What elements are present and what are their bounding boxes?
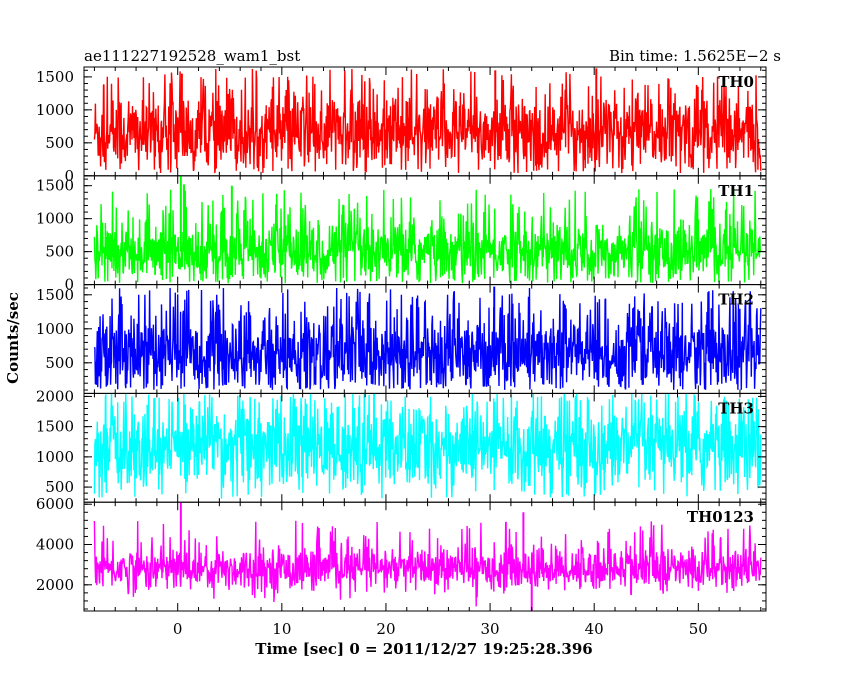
y-tick-label: 2000 [36, 387, 74, 405]
panel-th0123: 2000 4000 6000 TH0123 [36, 495, 767, 612]
series-label-th3: TH3 [718, 399, 754, 417]
series-line-th0 [93, 68, 762, 174]
y-tick-label: 1000 [36, 448, 74, 466]
y-tick-label: 1000 [36, 320, 74, 338]
y-tick-label: 1500 [36, 68, 74, 86]
series-line-th1 [93, 188, 762, 284]
y-tick-label: 0 [64, 276, 74, 294]
y-tick-label: 6000 [36, 495, 74, 513]
x-tick-label: 30 [481, 620, 500, 638]
panel-th2: 500 1000 1500 TH2 [36, 284, 767, 394]
y-tick-label: 1500 [36, 418, 74, 436]
y-tick-label: 500 [45, 134, 74, 152]
x-tick-label: 0 [173, 620, 183, 638]
series-label-th1: TH1 [718, 182, 754, 200]
y-axis-label: Counts/sec [4, 292, 22, 384]
x-tick-label: 50 [689, 620, 708, 638]
y-tick-label: 1500 [36, 286, 74, 304]
panel-frame [83, 501, 767, 612]
y-tick-label: 500 [45, 354, 74, 372]
y-tick-label: 0 [64, 167, 74, 185]
y-tick-label: 2000 [36, 576, 74, 594]
x-tick-label: 40 [585, 620, 604, 638]
series-label-th2: TH2 [718, 291, 754, 309]
series-line-th0123 [93, 520, 762, 607]
y-tick-label: 1000 [36, 101, 74, 119]
bin-time-label: Bin time: 1.5625E−2 s [609, 47, 781, 65]
panel-th1: 0 500 1000 1500 TH1 [36, 175, 767, 294]
y-tick-label: 1500 [36, 177, 74, 195]
y-tick-label: 1000 [36, 210, 74, 228]
x-tick-label: 20 [376, 620, 395, 638]
series-label-th0123: TH0123 [687, 508, 754, 526]
y-tick-label: 500 [45, 243, 74, 261]
header-title: ae111227192528_wam1_bst [84, 47, 300, 65]
panel-th0: 0 500 1000 1500 TH0 [36, 66, 767, 185]
y-tick-label: 4000 [36, 536, 74, 554]
y-tick-label: 500 [45, 478, 74, 496]
panel-th3: 500 1000 1500 2000 TH3 [36, 387, 767, 503]
series-line-th2 [93, 287, 762, 391]
x-tick-label: 10 [272, 620, 291, 638]
series-line-th3 [93, 393, 762, 499]
x-axis-label: Time [sec] 0 = 2011/12/27 19:25:28.396 [255, 640, 592, 658]
series-label-th0: TH0 [718, 73, 754, 91]
